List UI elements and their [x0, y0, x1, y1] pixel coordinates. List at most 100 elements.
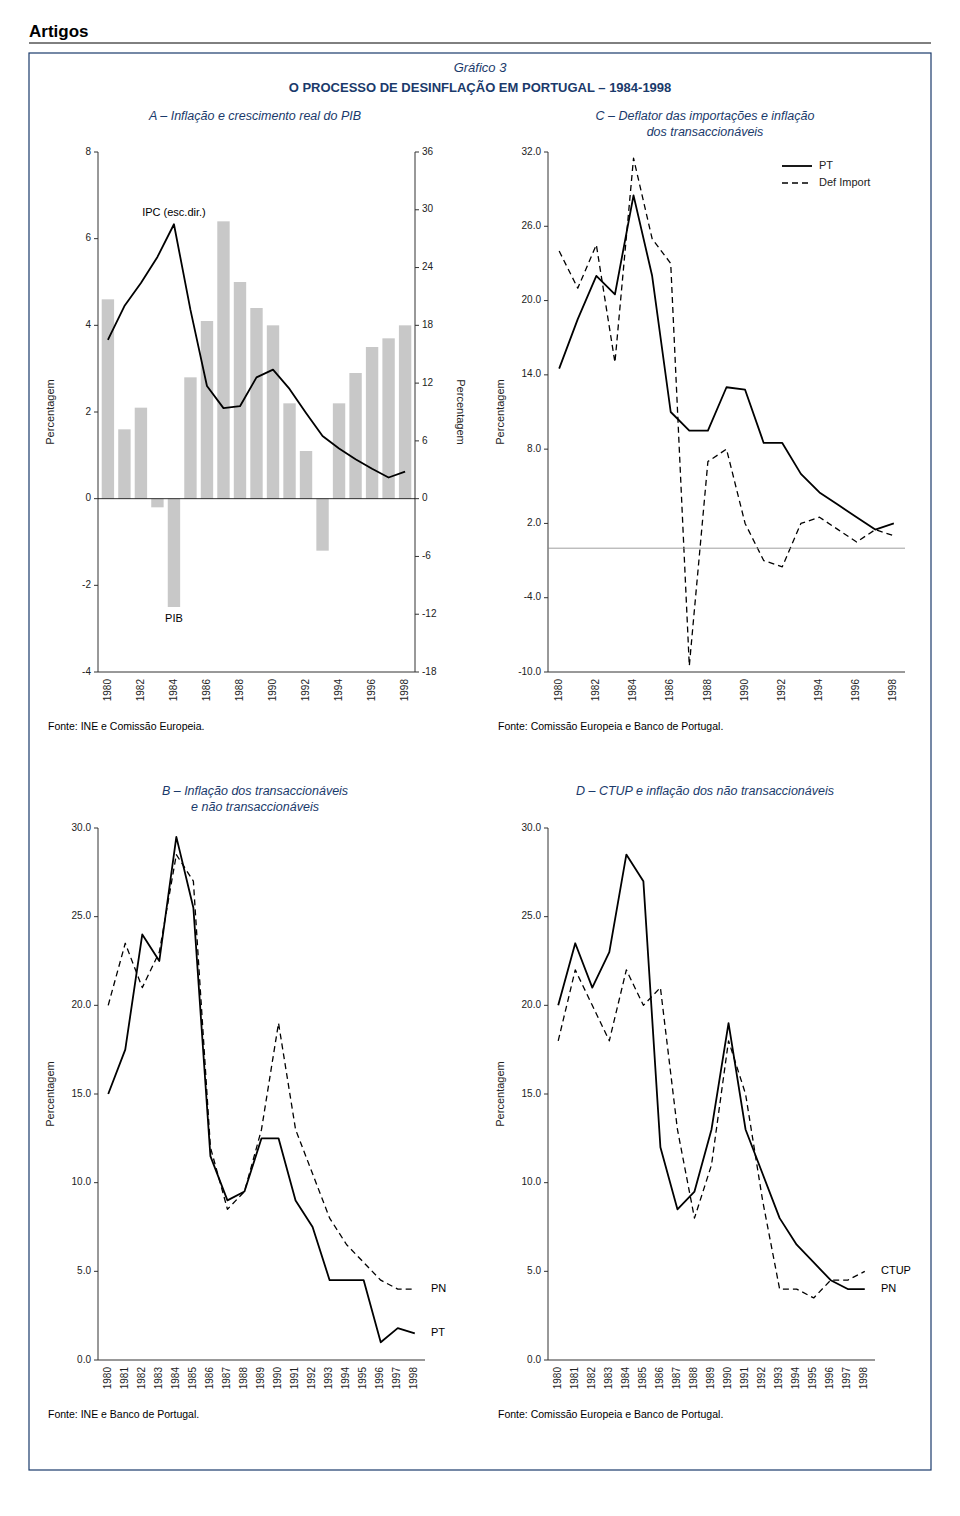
x-tick-label: 1982	[136, 1367, 147, 1390]
panel: A – Inflação e crescimento real do PIB-4…	[44, 109, 467, 732]
bar	[267, 325, 279, 498]
x-tick-label: 1998	[858, 1367, 869, 1390]
y-tick	[544, 1094, 548, 1095]
line	[559, 195, 894, 529]
y-label: Percentagem	[44, 1061, 56, 1126]
y-tick-label: 8.0	[527, 443, 541, 454]
y-tick-label: -4.0	[524, 591, 542, 602]
y-tick	[544, 449, 548, 450]
y-tick-label: 25.0	[522, 910, 542, 921]
line	[108, 837, 415, 1342]
y2-tick	[415, 383, 419, 384]
y-tick	[94, 1271, 98, 1272]
source: Fonte: INE e Banco de Portugal.	[48, 1408, 199, 1420]
series-label: PN	[431, 1282, 446, 1294]
y-tick	[544, 300, 548, 301]
source: Fonte: INE e Comissão Europeia.	[48, 720, 204, 732]
y-tick	[94, 585, 98, 586]
header-rule	[29, 43, 931, 44]
x-tick-label: 1988	[238, 1367, 249, 1390]
y2-tick-label: 12	[422, 377, 434, 388]
x-tick-label: 1984	[620, 1367, 631, 1390]
x-tick-label: 1989	[705, 1367, 716, 1390]
series-label: PN	[881, 1282, 896, 1294]
line	[108, 855, 415, 1289]
y-tick-label: 8	[85, 146, 91, 157]
header: Artigos	[29, 22, 89, 41]
x-tick-label: 1984	[168, 679, 179, 702]
bar	[283, 403, 295, 498]
x-tick-label: 1992	[776, 679, 787, 702]
x-tick-label: 1988	[234, 679, 245, 702]
line	[108, 224, 405, 477]
y2-tick	[415, 267, 419, 268]
y-tick-label: 10.0	[72, 1176, 92, 1187]
x-tick-label: 1997	[391, 1367, 402, 1390]
y-label: Percentagem	[44, 379, 56, 444]
x-tick-label: 1990	[272, 1367, 283, 1390]
x-tick-label: 1989	[255, 1367, 266, 1390]
bar	[151, 499, 163, 508]
x-tick-label: 1998	[887, 679, 898, 702]
y-tick-label: 20.0	[522, 294, 542, 305]
x-tick-label: 1994	[813, 679, 824, 702]
plot-area	[559, 158, 894, 666]
x-tick-label: 1986	[664, 679, 675, 702]
x-tick-label: 1986	[204, 1367, 215, 1390]
main-subtitle: O PROCESSO DE DESINFLAÇÃO EM PORTUGAL – …	[289, 80, 672, 95]
x-tick-label: 1996	[366, 679, 377, 702]
y-tick-label: -10.0	[518, 666, 541, 677]
y2-tick-label: -12	[422, 608, 437, 619]
y2-tick	[415, 325, 419, 326]
y-tick	[544, 374, 548, 375]
x-tick-label: 1994	[790, 1367, 801, 1390]
y2-tick	[415, 209, 419, 210]
bar	[234, 282, 246, 499]
zero-line	[98, 498, 415, 499]
y-tick-label: -2	[82, 579, 91, 590]
y-tick-label: 0.0	[527, 1354, 541, 1365]
figure: ArtigosGráfico 3O PROCESSO DE DESINFLAÇÃ…	[0, 0, 960, 1516]
x-tick-label: 1985	[187, 1367, 198, 1390]
x-axis	[98, 1360, 425, 1361]
y-tick	[544, 828, 548, 829]
y-tick	[94, 1094, 98, 1095]
x-tick-label: 1980	[102, 1367, 113, 1390]
y-tick	[94, 412, 98, 413]
y2-tick-label: 18	[422, 319, 434, 330]
bar	[118, 429, 130, 498]
x-tick-label: 1990	[722, 1367, 733, 1390]
y-tick-label: 20.0	[72, 999, 92, 1010]
panel: B – Inflação dos transaccionáveise não t…	[44, 784, 446, 1420]
y2-tick	[415, 498, 419, 499]
y2-tick	[415, 556, 419, 557]
bar	[135, 408, 147, 499]
y-tick-label: 30.0	[522, 822, 542, 833]
panel-title: B – Inflação dos transaccionáveis	[162, 784, 348, 798]
y-tick	[94, 1182, 98, 1183]
x-tick-label: 1984	[627, 679, 638, 702]
series-label: PT	[431, 1326, 445, 1338]
x-tick-label: 1980	[102, 679, 113, 702]
bar	[250, 308, 262, 499]
x-tick-label: 1980	[552, 1367, 563, 1390]
bar	[201, 321, 213, 499]
panel-title: C – Deflator das importações e inflação	[596, 109, 815, 123]
y-tick	[94, 498, 98, 499]
y2-tick	[415, 672, 419, 673]
x-tick-label: 1982	[135, 679, 146, 702]
panel-subtitle: dos transaccionáveis	[647, 125, 764, 139]
y-tick-label: 25.0	[72, 910, 92, 921]
x-axis	[548, 1360, 875, 1361]
y2-tick-label: 6	[422, 435, 428, 446]
x-tick-label: 1994	[340, 1367, 351, 1390]
y-axis	[548, 152, 549, 672]
legend-label: PT	[819, 159, 833, 171]
bar	[366, 347, 378, 499]
bar	[349, 373, 361, 499]
y-tick	[94, 325, 98, 326]
y-tick	[544, 597, 548, 598]
x-tick-label: 1998	[408, 1367, 419, 1390]
x-tick-label: 1981	[569, 1367, 580, 1390]
y-tick-label: 30.0	[72, 822, 92, 833]
